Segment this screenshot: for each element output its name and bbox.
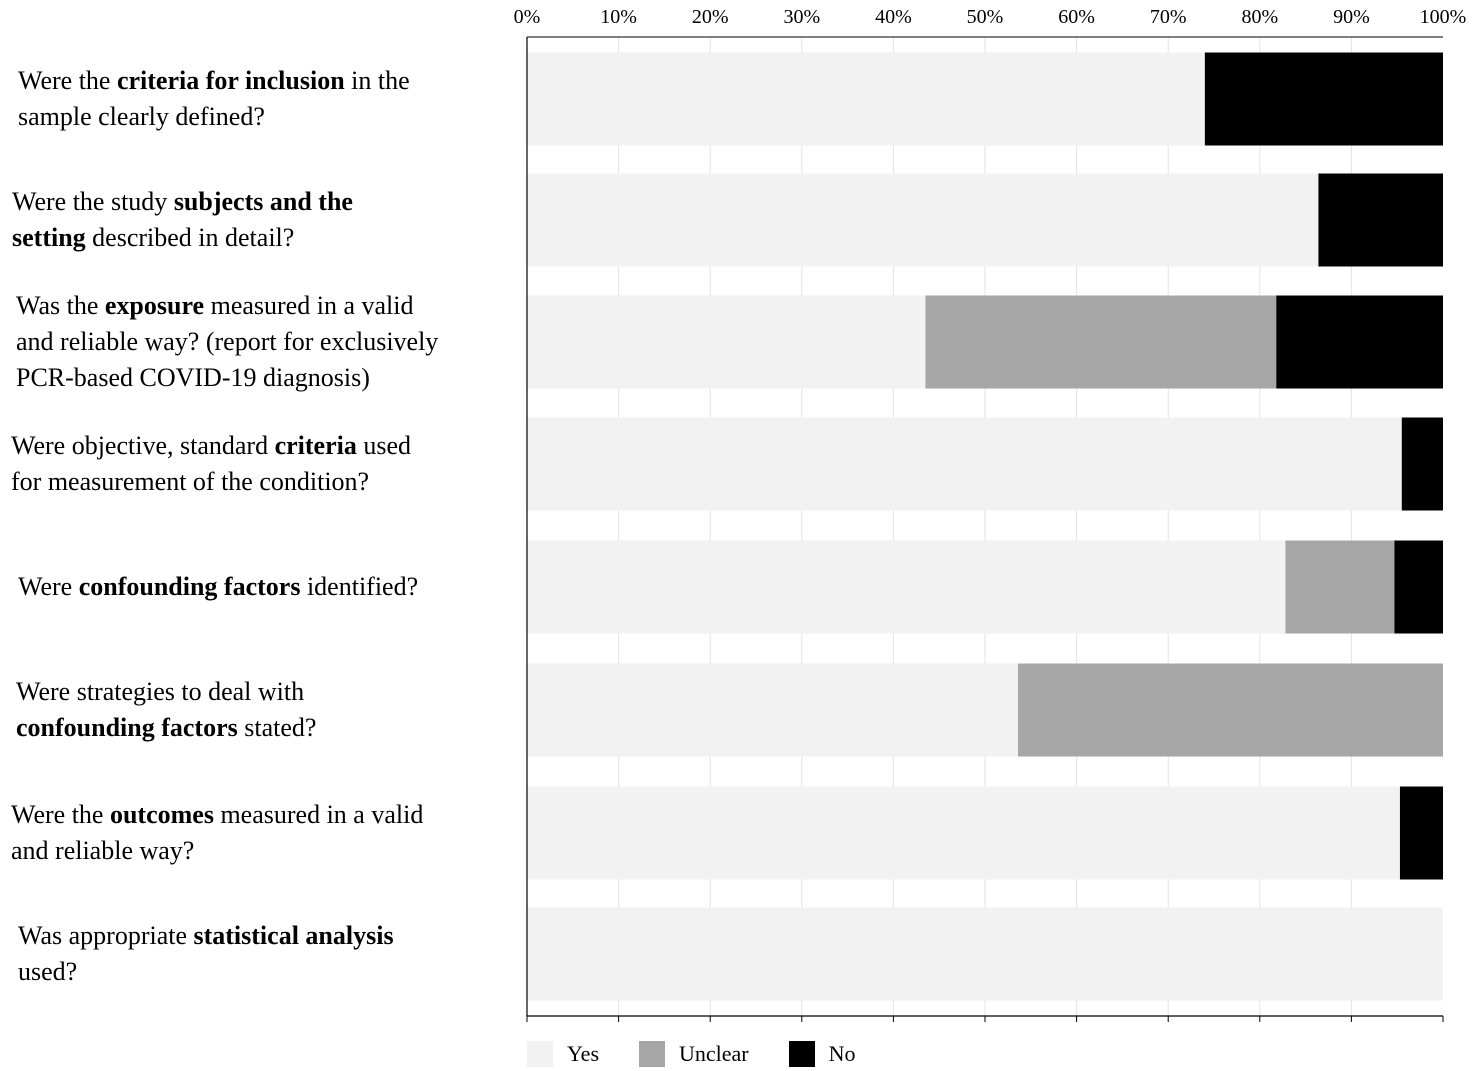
bar-no	[1276, 295, 1443, 389]
legend-label: Yes	[567, 1041, 600, 1066]
legend-swatch	[639, 1041, 666, 1067]
category-label: Were confounding factors identified?	[18, 572, 419, 601]
bar-yes	[527, 173, 1319, 267]
x-tick-label: 0%	[514, 6, 541, 28]
x-tick-label: 80%	[1241, 6, 1278, 28]
x-tick-label: 100%	[1420, 6, 1467, 28]
legend-item-no: No	[788, 1041, 856, 1067]
bar-no	[1318, 173, 1443, 267]
category-label: Were the study subjects and the setting d…	[12, 187, 353, 252]
x-tick-label: 70%	[1150, 6, 1187, 28]
bar-no	[1401, 417, 1443, 511]
x-tick-label: 10%	[600, 6, 637, 28]
category-label: Was appropriate statistical analysis used…	[18, 921, 394, 986]
category-label: Were objective, standard criteria used fo…	[11, 431, 412, 496]
x-tick-label: 40%	[875, 6, 912, 28]
legend-swatch	[527, 1041, 553, 1067]
bars	[527, 52, 1443, 1001]
x-axis: 0% 10% 20% 30% 40% 50% 60% 70% 80% 90% 100%	[514, 6, 1467, 1022]
bar-yes	[527, 417, 1402, 511]
bar-unclear	[1285, 540, 1395, 634]
legend: Yes Unclear No	[527, 1041, 896, 1067]
legend-label: Unclear	[679, 1041, 749, 1066]
bar-no	[1394, 540, 1443, 634]
bar-yes	[527, 52, 1205, 146]
legend-item-yes: Yes	[527, 1041, 599, 1067]
bar-yes	[527, 540, 1286, 634]
bar-yes	[527, 907, 1443, 1001]
bar-yes	[527, 663, 1018, 757]
bar-no	[1204, 52, 1443, 146]
legend-label: No	[828, 1041, 856, 1066]
category-label: Were the criteria for inclusion in the sa…	[18, 66, 410, 131]
legend-item-unclear: Unclear	[639, 1041, 749, 1067]
bar-unclear	[925, 295, 1277, 389]
bar-unclear	[1017, 663, 1443, 757]
x-tick-label: 30%	[783, 6, 820, 28]
x-tick-label: 20%	[692, 6, 729, 28]
category-label: Were strategies to deal with confounding …	[16, 677, 317, 742]
bar-no	[1399, 786, 1443, 880]
x-tick-label: 60%	[1058, 6, 1095, 28]
category-label: Was the exposure measured in a valid and …	[16, 291, 439, 392]
legend-swatch	[788, 1041, 815, 1067]
bar-yes	[527, 295, 926, 389]
category-label: Were the outcomes measured in a valid and…	[11, 800, 424, 865]
x-tick-label: 90%	[1333, 6, 1370, 28]
x-tick-label: 50%	[967, 6, 1004, 28]
bar-yes	[527, 786, 1400, 880]
